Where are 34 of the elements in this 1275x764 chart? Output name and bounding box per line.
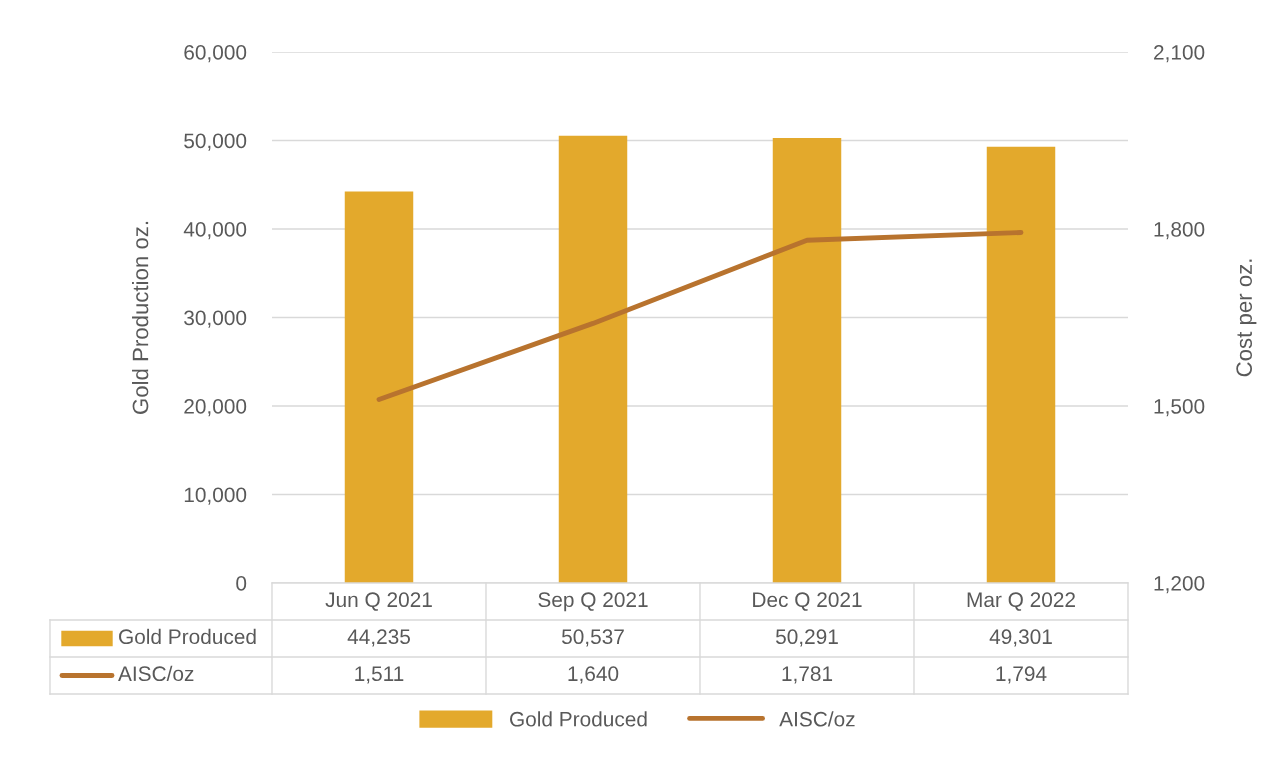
- bar: [344, 191, 414, 583]
- data-label: 49,301: [989, 629, 1052, 647]
- y-tick-label: 60,000: [184, 45, 247, 63]
- bar: [986, 146, 1056, 583]
- y-tick-label: 40,000: [183, 222, 247, 240]
- data-label: 1,781: [782, 666, 833, 684]
- x-tick-label: Dec Q 2021: [753, 592, 862, 611]
- y-tick-label: 10,000: [184, 487, 247, 505]
- y-axis-title: Gold Production oz.: [132, 221, 149, 414]
- bar: [772, 137, 842, 583]
- y-tick-label: 0: [236, 576, 247, 591]
- y-tick-label: 50,000: [184, 133, 247, 151]
- data-label: 1,794: [996, 666, 1047, 684]
- text: AISC/oz: [118, 665, 194, 682]
- y2-tick-label: 1,200: [1154, 576, 1205, 594]
- x-tick-label: Mar Q 2022: [967, 592, 1075, 611]
- text: Gold Produced: [510, 711, 647, 727]
- data-label: 44,235: [347, 629, 410, 647]
- y2-tick-label: 1,800: [1154, 222, 1205, 240]
- legend-label: Gold Produced: [119, 628, 256, 645]
- y-tick-label: 20,000: [184, 399, 247, 417]
- x-tick-label: Jun Q 2021: [325, 592, 432, 611]
- y2-axis-title: Cost per oz.: [1236, 259, 1257, 377]
- data-label: 50,291: [775, 629, 838, 647]
- x-tick-label: Sep Q 2021: [538, 592, 648, 612]
- y2-tick-label: 2,100: [1154, 45, 1205, 63]
- data-label: 50,537: [561, 629, 624, 647]
- data-label: 1,640: [568, 666, 619, 684]
- data-label: 1,511: [355, 666, 404, 684]
- bar: [558, 135, 628, 583]
- y-tick-label: 30,000: [184, 310, 247, 328]
- y2-tick-label: 1,500: [1154, 399, 1205, 417]
- line-series: [376, 230, 1024, 402]
- legend-label: AISC/oz: [779, 711, 855, 727]
